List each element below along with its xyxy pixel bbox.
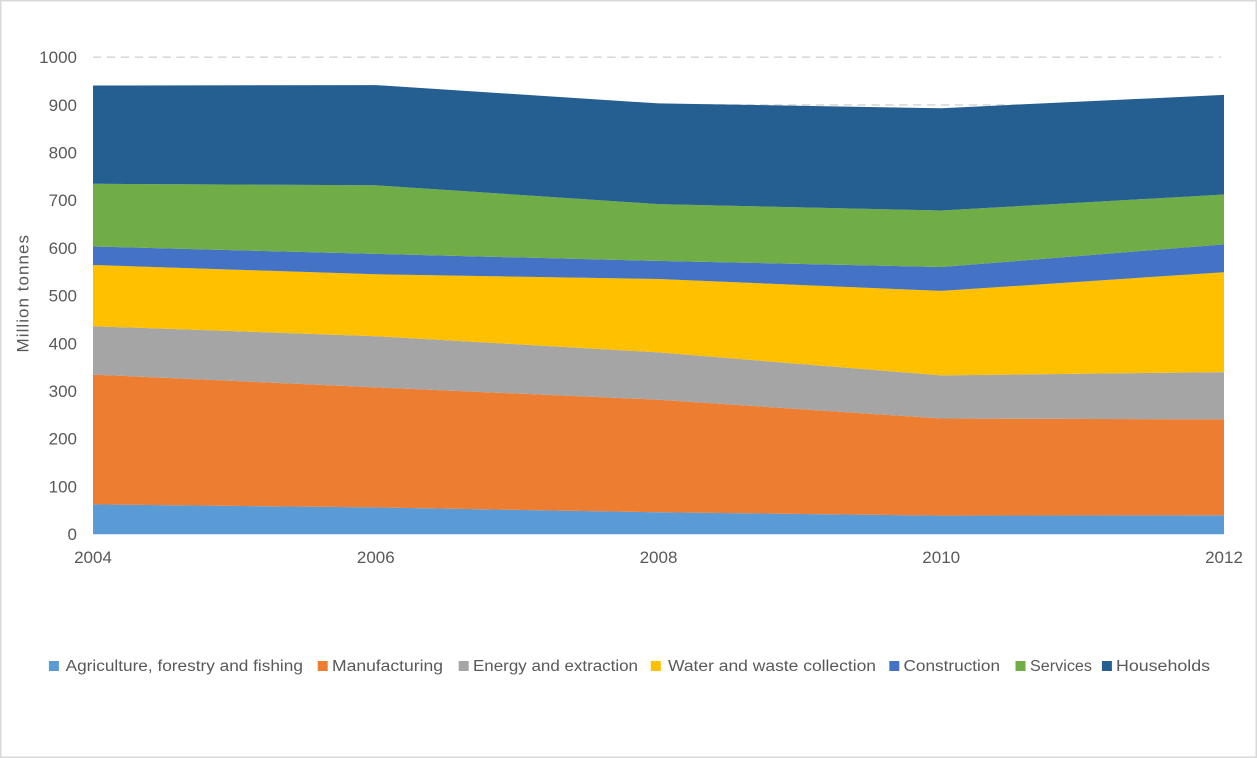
svg-text:Energy and extraction: Energy and extraction xyxy=(473,658,638,675)
svg-text:2008: 2008 xyxy=(640,548,678,567)
svg-text:700: 700 xyxy=(49,191,77,210)
svg-text:Households: Households xyxy=(1116,658,1210,675)
svg-text:0: 0 xyxy=(68,525,77,544)
svg-text:Manufacturing: Manufacturing xyxy=(332,658,443,675)
svg-text:Construction: Construction xyxy=(904,658,1001,675)
svg-text:2004: 2004 xyxy=(74,548,112,567)
svg-text:2006: 2006 xyxy=(357,548,395,567)
svg-text:500: 500 xyxy=(49,287,77,306)
svg-text:2010: 2010 xyxy=(922,548,960,567)
svg-text:2012: 2012 xyxy=(1205,548,1243,567)
svg-text:200: 200 xyxy=(49,430,77,449)
svg-text:100: 100 xyxy=(49,477,77,496)
svg-text:900: 900 xyxy=(49,96,77,115)
svg-text:400: 400 xyxy=(49,334,77,353)
svg-text:Services: Services xyxy=(1030,658,1092,675)
svg-text:Water and waste collection: Water and waste collection xyxy=(668,658,876,675)
svg-text:Million tonnes: Million tonnes xyxy=(14,235,33,353)
svg-text:600: 600 xyxy=(49,239,77,258)
svg-text:Agriculture, forestry and fish: Agriculture, forestry and fishing xyxy=(66,658,303,675)
svg-text:800: 800 xyxy=(49,144,77,163)
svg-text:1000: 1000 xyxy=(39,48,77,67)
svg-text:300: 300 xyxy=(49,382,77,401)
